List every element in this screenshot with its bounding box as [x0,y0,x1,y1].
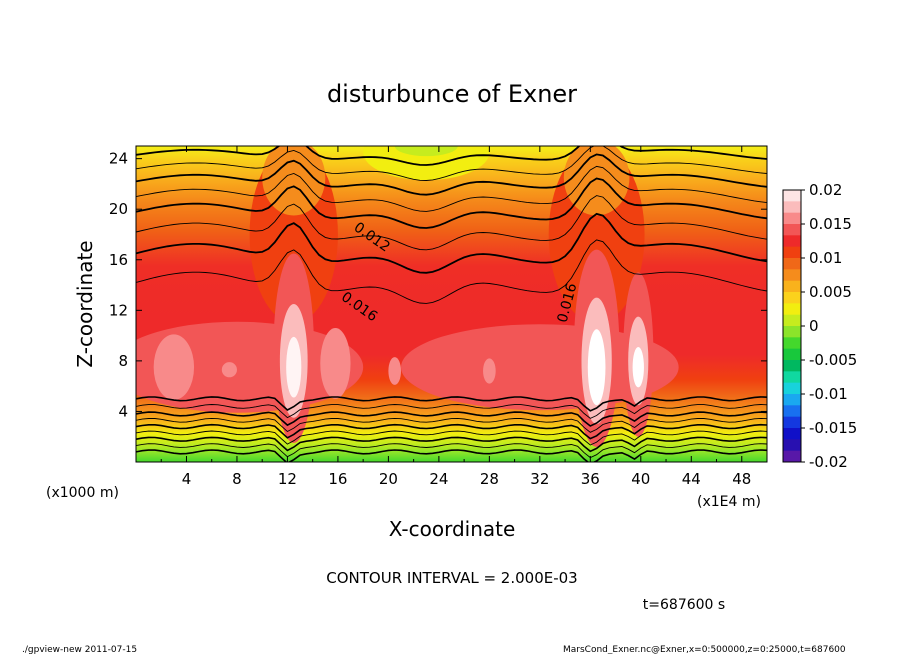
colorbar-swatch [783,326,801,338]
contour-line [136,146,767,166]
contour-line [136,423,767,440]
field-feature [286,336,302,398]
plot-area [136,146,767,462]
x-tick-label: 48 [732,470,751,488]
colorbar-swatch [783,224,801,236]
field-feature [587,329,606,406]
colorbar-swatch [783,348,801,361]
x-tick-label: 8 [232,470,242,488]
colorbar-swatch [783,280,801,293]
x-tick-label: 36 [581,470,600,488]
colorbar-label: -0.01 [809,385,848,403]
y-tick-label: 16 [109,251,128,269]
x-tick-label: 24 [429,470,448,488]
chart-title: disturbunce of Exner [327,80,577,108]
x-tick-label: 44 [682,470,701,488]
colorbar-label: 0 [809,317,819,335]
contour-line [136,443,767,459]
colorbar-swatch [783,382,801,395]
colorbar-swatch [783,371,801,384]
contour-interval-text: CONTOUR INTERVAL = 2.000E-03 [326,569,577,587]
contour-line [136,430,767,446]
x-axis-label: X-coordinate [389,517,516,541]
colorbar-label: 0.015 [809,215,852,233]
x-tick-label: 28 [480,470,499,488]
field-feature [394,146,458,157]
colorbar-swatch [783,246,801,259]
colorbar-swatch [783,360,801,372]
contour-line [136,165,767,212]
field-features [136,146,679,447]
colorbar-swatch [783,190,801,202]
y-tick-label: 12 [109,301,128,319]
time-text: t=687600 s [643,597,725,613]
colorbar-label: -0.015 [809,419,857,437]
colorbar-swatch [783,394,801,406]
colorbar-swatch [783,428,801,440]
field-feature [320,328,351,399]
contour-line [136,396,767,412]
y-axis: 4 8 12 16 20 24 [109,150,767,420]
field-feature [632,346,644,388]
contour-line [136,195,767,251]
contour-lines [136,146,767,462]
colorbar-swatch [783,450,801,463]
colorbar-label: 0.02 [809,181,842,199]
y-tick-label: 4 [118,402,128,420]
colorbar-swatch [783,235,801,248]
contour-line [136,153,767,196]
colorbar-swatch [783,292,801,304]
colorbar-label: -0.005 [809,351,857,369]
field-feature [153,334,195,401]
colorbar-label: 0.01 [809,249,842,267]
plot-frame [135,145,768,463]
x-tick-label: 16 [328,470,347,488]
field-feature [221,362,237,378]
x-tick-label: 12 [278,470,297,488]
colorbar-label: -0.02 [809,453,848,471]
colorbar-swatch [783,439,801,452]
colorbar: 0.02 0.015 0.01 0.005 0 -0.005 -0.01 -0.015 -0.0… [782,181,857,471]
x-tick-label: 20 [379,470,398,488]
contour-line [136,212,767,274]
x-units-right: (x1E4 m) [697,494,761,510]
contour-line [136,449,767,462]
contour-line [136,436,767,453]
colorbar-swatch [783,337,801,350]
contour-line [136,411,767,427]
colorbar-swatch [783,303,801,316]
colorbar-label: 0.005 [809,283,852,301]
contour-line [136,417,767,433]
contour-line [136,404,767,419]
x-tick-label: 40 [631,470,650,488]
x-tick-label: 4 [182,470,192,488]
y-tick-label: 8 [118,352,128,370]
field-feature [388,357,402,385]
x-tick-label: 32 [530,470,549,488]
footer-right: MarsCond_Exner.nc@Exner,x=0:500000,z=0:2… [563,645,846,654]
y-tick-label: 24 [109,150,128,168]
field-feature [363,146,490,181]
colorbar-swatch [783,416,801,429]
colorbar-swatch [783,201,801,214]
contour-line [136,239,767,304]
y-tick-label: 20 [109,200,128,218]
colorbar-swatch [783,212,801,225]
footer-left: ./gpview-new 2011-07-15 [22,645,137,654]
y-axis-label: Z-coordinate [73,240,97,367]
colorbar-swatch [783,258,801,270]
contour-line [136,177,767,229]
x-units-left: (x1000 m) [46,485,119,501]
colorbar-swatch [783,269,801,282]
contour-line [136,146,767,181]
field-feature [483,358,496,384]
colorbar-swatch [783,314,801,327]
colorbar-swatch [783,405,801,418]
x-axis: 4 8 12 16 20 24 28 32 36 40 44 48 [160,146,751,488]
